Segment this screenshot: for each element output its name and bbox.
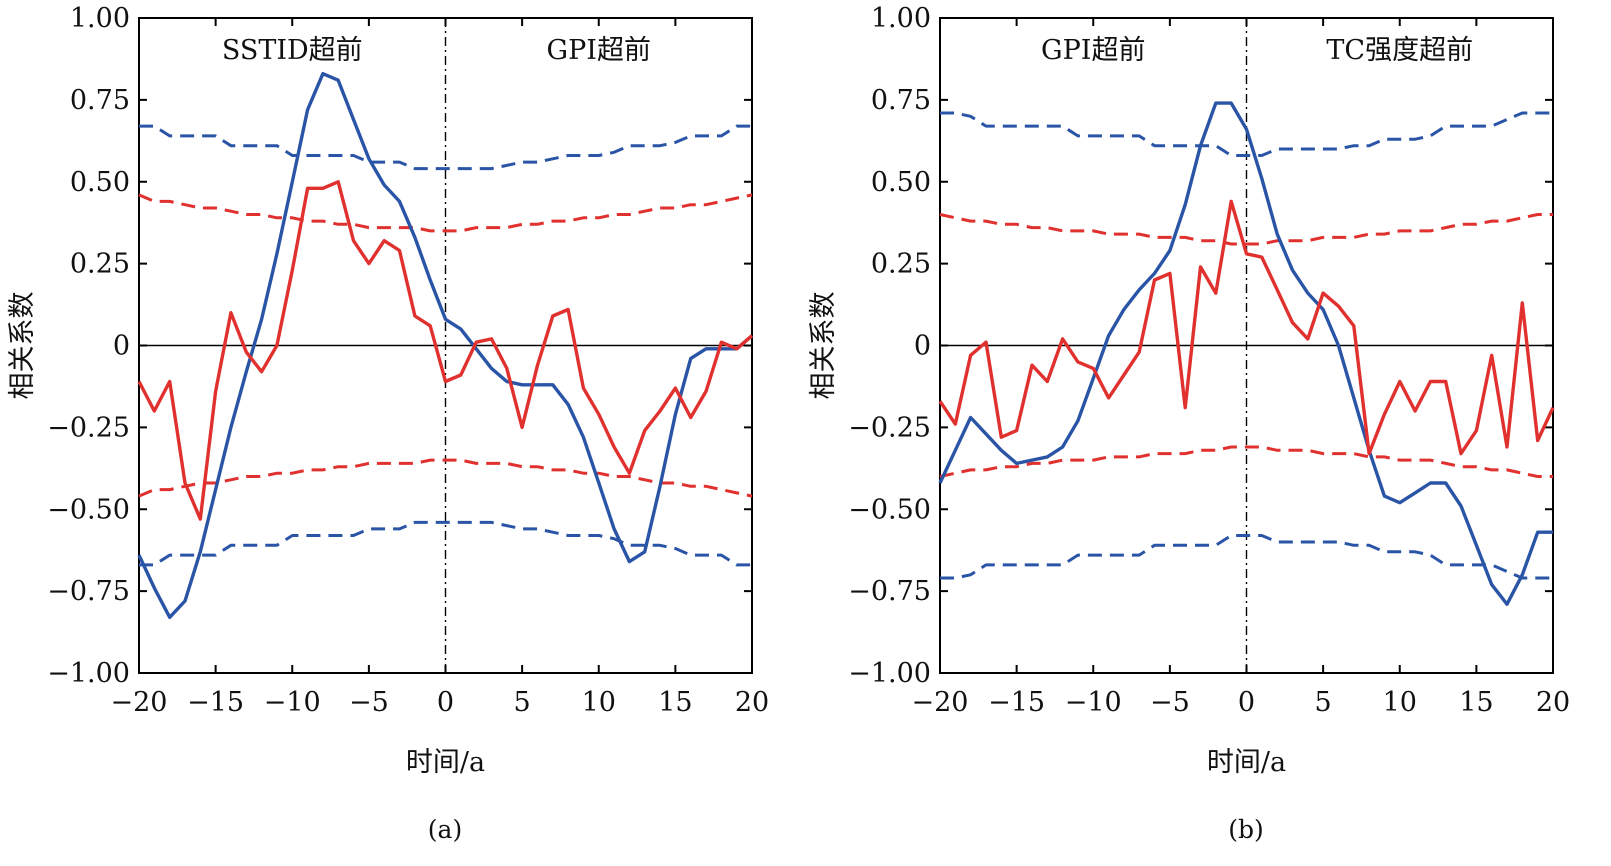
x-tick-label: 20 [1536, 687, 1570, 718]
y-tick-label: −0.50 [848, 494, 931, 525]
red-dashed-series-line [939, 445, 1553, 478]
y-tick-label: −1.00 [47, 658, 130, 689]
blue-dashed-series-line [940, 534, 1553, 580]
y-tick-label: 0 [113, 331, 130, 362]
x-tick-label: 10 [582, 687, 616, 718]
region-annotation: GPI超前 [1041, 35, 1145, 66]
panel-a: 1.00 0.75 0.50 0.25 0 −0.25 −0.50 −0.75 −1.00−20… [7, 3, 769, 844]
y-tick-label: 1.00 [871, 3, 931, 34]
x-axis-title: 时间/a [406, 747, 485, 778]
y-tick-label: 0.50 [70, 167, 130, 198]
y-tick-label: −0.25 [848, 412, 931, 443]
region-annotation: GPI超前 [547, 35, 651, 66]
x-tick-label: −5 [349, 687, 389, 718]
y-axis-title: 相关系数 [808, 292, 839, 400]
y-tick-label: 0.25 [871, 249, 931, 280]
x-tick-label: 15 [1459, 687, 1493, 718]
x-tick-label: 15 [658, 687, 692, 718]
x-tick-label: −10 [1065, 687, 1122, 718]
x-tick-label: 20 [735, 687, 769, 718]
y-tick-label: 0.75 [871, 85, 931, 116]
x-tick-label: 10 [1383, 687, 1417, 718]
y-tick-label: 0.25 [70, 249, 130, 280]
blue-dashed-series-line [139, 520, 752, 567]
y-tick-label: 0 [914, 331, 931, 362]
red-dashed-series-line [138, 193, 753, 233]
region-annotation: SSTID超前 [222, 35, 363, 66]
y-tick-label: −0.50 [47, 494, 130, 525]
blue-solid-series-line [137, 71, 754, 619]
x-tick-label: 5 [1315, 687, 1332, 718]
blue-dashed-series-line [940, 111, 1553, 157]
blue-solid-series-line [938, 101, 1553, 606]
y-tick-label: 1.00 [70, 3, 130, 34]
panel-label: (a) [428, 815, 462, 844]
x-tick-label: −15 [187, 687, 244, 718]
y-tick-label: −0.75 [848, 576, 931, 607]
x-tick-label: −10 [264, 687, 321, 718]
red-dashed-series-line [138, 458, 753, 498]
x-tick-label: −5 [1150, 687, 1190, 718]
red-solid-series-line [938, 199, 1555, 456]
x-tick-label: −15 [988, 687, 1045, 718]
y-axis-title: 相关系数 [7, 292, 38, 400]
x-tick-label: 0 [437, 687, 454, 718]
y-tick-label: 0.75 [70, 85, 130, 116]
red-dashed-series-line [939, 213, 1553, 246]
y-tick-label: −0.25 [47, 412, 130, 443]
x-tick-label: 5 [514, 687, 531, 718]
x-axis-title: 时间/a [1207, 747, 1286, 778]
x-tick-label: −20 [912, 687, 969, 718]
panel-label: (b) [1228, 815, 1264, 844]
y-tick-label: 0.50 [871, 167, 931, 198]
panel-b: 1.00 0.75 0.50 0.25 0 −0.25 −0.50 −0.75 −1.00−20… [808, 3, 1570, 844]
x-tick-label: −20 [111, 687, 168, 718]
y-tick-label: −0.75 [47, 576, 130, 607]
red-solid-series-line [137, 180, 754, 521]
x-tick-label: 0 [1238, 687, 1255, 718]
blue-dashed-series-line [139, 124, 752, 171]
y-tick-label: −1.00 [848, 658, 931, 689]
region-annotation: TC强度超前 [1326, 35, 1473, 66]
